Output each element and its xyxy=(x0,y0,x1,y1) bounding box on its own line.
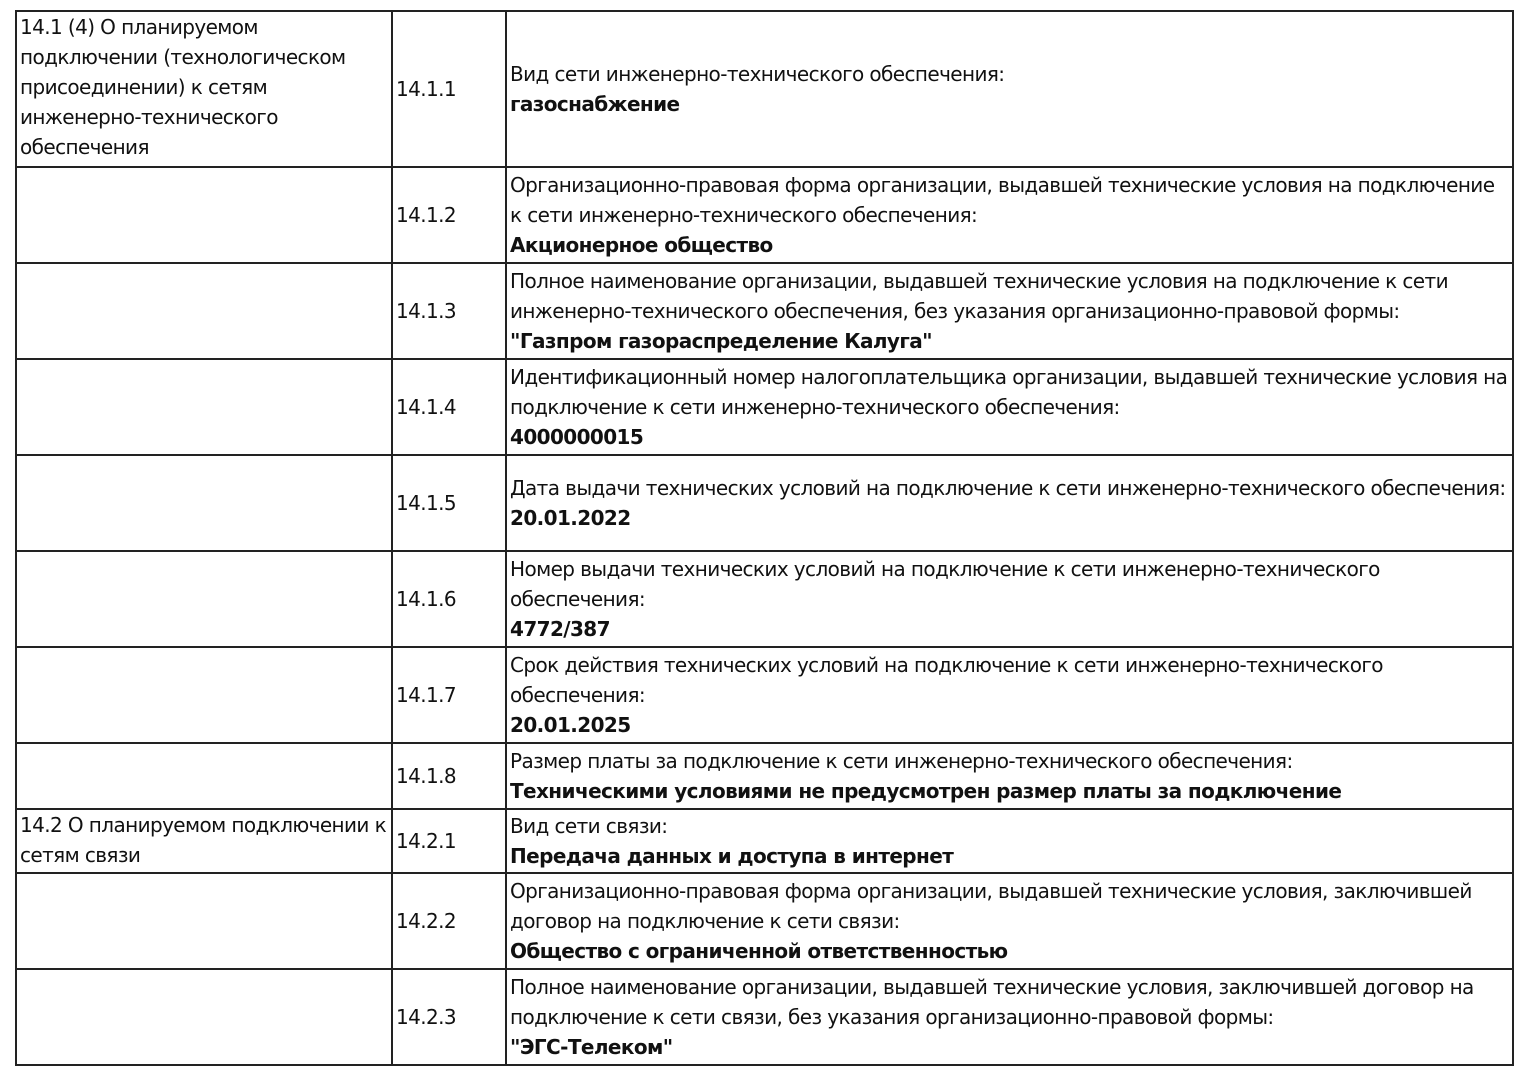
item-label: Номер выдачи технических условий на подк… xyxy=(510,557,1380,611)
item-value: 20.01.2022 xyxy=(510,506,631,530)
code-cell: 14.1.5 xyxy=(391,454,507,552)
item-label: Вид сети связи: xyxy=(510,814,668,838)
table-row: 14.2.2 Организационно-правовая форма орг… xyxy=(15,872,1514,970)
item-code: 14.1.2 xyxy=(396,203,457,227)
item-code: 14.2.1 xyxy=(396,829,457,853)
item-value: Передача данных и доступа в интернет xyxy=(510,844,954,868)
description-cell: Номер выдачи технических условий на подк… xyxy=(505,550,1514,648)
code-cell: 14.1.2 xyxy=(391,166,507,264)
item-label: Идентификационный номер налогоплательщик… xyxy=(510,365,1508,419)
description-cell: Организационно-правовая форма организаци… xyxy=(505,166,1514,264)
item-code: 14.1.1 xyxy=(396,77,457,101)
item-label: Организационно-правовая форма организаци… xyxy=(510,879,1472,933)
item-code: 14.1.3 xyxy=(396,299,457,323)
section-cell xyxy=(15,550,393,648)
code-cell: 14.2.3 xyxy=(391,968,507,1066)
item-code: 14.1.7 xyxy=(396,683,457,707)
table-row: 14.2 О планируемом подключении к сетям с… xyxy=(15,808,1514,874)
table-row: 14.1.5 Дата выдачи технических условий н… xyxy=(15,454,1514,552)
description-cell: Идентификационный номер налогоплательщик… xyxy=(505,358,1514,456)
code-cell: 14.1.3 xyxy=(391,262,507,360)
item-label: Вид сети инженерно-технического обеспече… xyxy=(510,62,1005,86)
table-row: 14.1.8 Размер платы за подключение к сет… xyxy=(15,742,1514,810)
item-value: Общество с ограниченной ответственностью xyxy=(510,939,1008,963)
item-code: 14.1.6 xyxy=(396,587,457,611)
description-cell: Дата выдачи технических условий на подкл… xyxy=(505,454,1514,552)
item-label: Полное наименование организации, выдавше… xyxy=(510,975,1474,1029)
description-cell: Срок действия технических условий на под… xyxy=(505,646,1514,744)
item-value: "Газпром газораспределение Калуга" xyxy=(510,329,933,353)
code-cell: 14.2.2 xyxy=(391,872,507,970)
item-label: Размер платы за подключение к сети инжен… xyxy=(510,749,1293,773)
section-cell xyxy=(15,968,393,1066)
item-code: 14.1.5 xyxy=(396,491,457,515)
table-row: 14.1.6 Номер выдачи технических условий … xyxy=(15,550,1514,648)
section-cell xyxy=(15,742,393,810)
item-value: 4772/387 xyxy=(510,617,611,641)
description-cell: Вид сети связи: Передача данных и доступ… xyxy=(505,808,1514,874)
section-cell: 14.1 (4) О планируемом подключении (техн… xyxy=(15,10,393,168)
item-value: "ЭГС-Телеком" xyxy=(510,1035,673,1059)
table-row: 14.1.3 Полное наименование организации, … xyxy=(15,262,1514,360)
code-cell: 14.2.1 xyxy=(391,808,507,874)
code-cell: 14.1.1 xyxy=(391,10,507,168)
item-value: газоснабжение xyxy=(510,92,680,116)
code-cell: 14.1.8 xyxy=(391,742,507,810)
description-cell: Организационно-правовая форма организаци… xyxy=(505,872,1514,970)
section-title: 14.2 О планируемом подключении к сетям с… xyxy=(20,813,387,867)
item-label: Дата выдачи технических условий на подкл… xyxy=(510,476,1506,500)
code-cell: 14.1.4 xyxy=(391,358,507,456)
table-row: 14.1 (4) О планируемом подключении (техн… xyxy=(15,10,1514,168)
table-row: 14.1.2 Организационно-правовая форма орг… xyxy=(15,166,1514,264)
table-row: 14.2.3 Полное наименование организации, … xyxy=(15,968,1514,1066)
item-label: Полное наименование организации, выдавше… xyxy=(510,269,1449,323)
item-code: 14.1.8 xyxy=(396,764,457,788)
item-code: 14.1.4 xyxy=(396,395,457,419)
description-cell: Вид сети инженерно-технического обеспече… xyxy=(505,10,1514,168)
description-cell: Полное наименование организации, выдавше… xyxy=(505,262,1514,360)
item-value: Техническими условиями не предусмотрен р… xyxy=(510,779,1342,803)
section-cell xyxy=(15,454,393,552)
item-value: Акционерное общество xyxy=(510,233,773,257)
table-row: 14.1.7 Срок действия технических условий… xyxy=(15,646,1514,744)
declaration-table: 14.1 (4) О планируемом подключении (техн… xyxy=(15,10,1514,1066)
section-cell: 14.2 О планируемом подключении к сетям с… xyxy=(15,808,393,874)
section-cell xyxy=(15,872,393,970)
item-label: Организационно-правовая форма организаци… xyxy=(510,173,1495,227)
item-code: 14.2.2 xyxy=(396,909,457,933)
item-label: Срок действия технических условий на под… xyxy=(510,653,1384,707)
section-title: 14.1 (4) О планируемом подключении (техн… xyxy=(20,15,346,159)
code-cell: 14.1.7 xyxy=(391,646,507,744)
section-cell xyxy=(15,262,393,360)
code-cell: 14.1.6 xyxy=(391,550,507,648)
description-cell: Полное наименование организации, выдавше… xyxy=(505,968,1514,1066)
section-cell xyxy=(15,646,393,744)
section-cell xyxy=(15,358,393,456)
table-row: 14.1.4 Идентификационный номер налогопла… xyxy=(15,358,1514,456)
item-value: 20.01.2025 xyxy=(510,713,631,737)
section-cell xyxy=(15,166,393,264)
item-value: 4000000015 xyxy=(510,425,644,449)
item-code: 14.2.3 xyxy=(396,1005,457,1029)
description-cell: Размер платы за подключение к сети инжен… xyxy=(505,742,1514,810)
